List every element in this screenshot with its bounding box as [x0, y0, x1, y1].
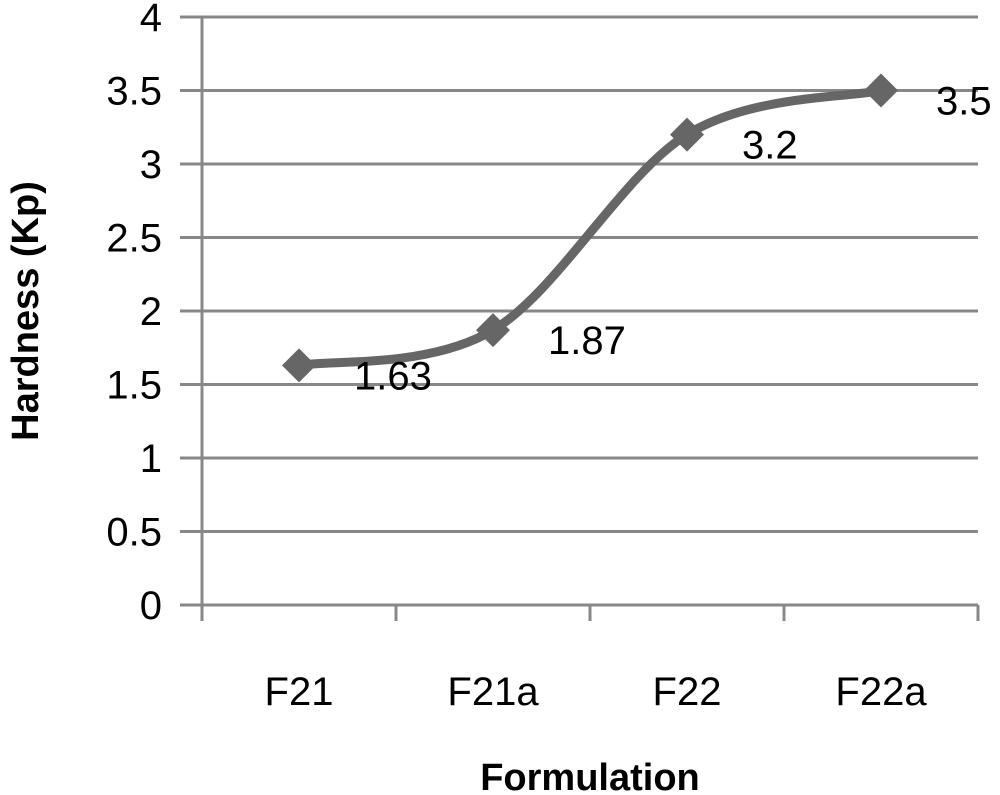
data-labels: 1.63 1.87 3.2 3.5 [354, 80, 992, 399]
data-point-marker [864, 73, 898, 108]
y-tick-label: 1.5 [106, 364, 162, 408]
x-tick-label: F21a [447, 670, 539, 714]
y-tick-label: 2 [140, 290, 162, 334]
y-tick-label: 0 [140, 584, 162, 628]
axes [180, 15, 980, 621]
series-line [294, 86, 886, 370]
y-axis-title: Hardness (Kp) [5, 181, 47, 441]
series-hardness [282, 73, 898, 383]
data-label: 1.63 [354, 354, 432, 398]
data-label: 1.87 [548, 319, 626, 363]
y-tick-label: 4 [140, 0, 162, 40]
y-tick-label: 2.5 [106, 217, 162, 261]
x-tick-label: F21 [265, 670, 334, 714]
y-tick-labels: 0 0.5 1 1.5 2 2.5 3 3.5 4 [106, 0, 162, 628]
data-label: 3.2 [742, 124, 798, 168]
x-axis-title: Formulation [480, 757, 700, 795]
y-tick-label: 1 [140, 437, 162, 481]
x-tick-label: F22 [653, 670, 722, 714]
data-label: 3.5 [936, 80, 992, 124]
data-point-marker [282, 348, 316, 383]
y-tick-label: 3.5 [106, 70, 162, 114]
data-point-marker [476, 313, 510, 348]
data-point-marker [670, 117, 704, 152]
x-tick-labels: F21 F21a F22 F22a [265, 670, 928, 714]
x-tick-label: F22a [835, 670, 927, 714]
y-tick-label: 0.5 [106, 511, 162, 555]
y-tick-label: 3 [140, 143, 162, 187]
